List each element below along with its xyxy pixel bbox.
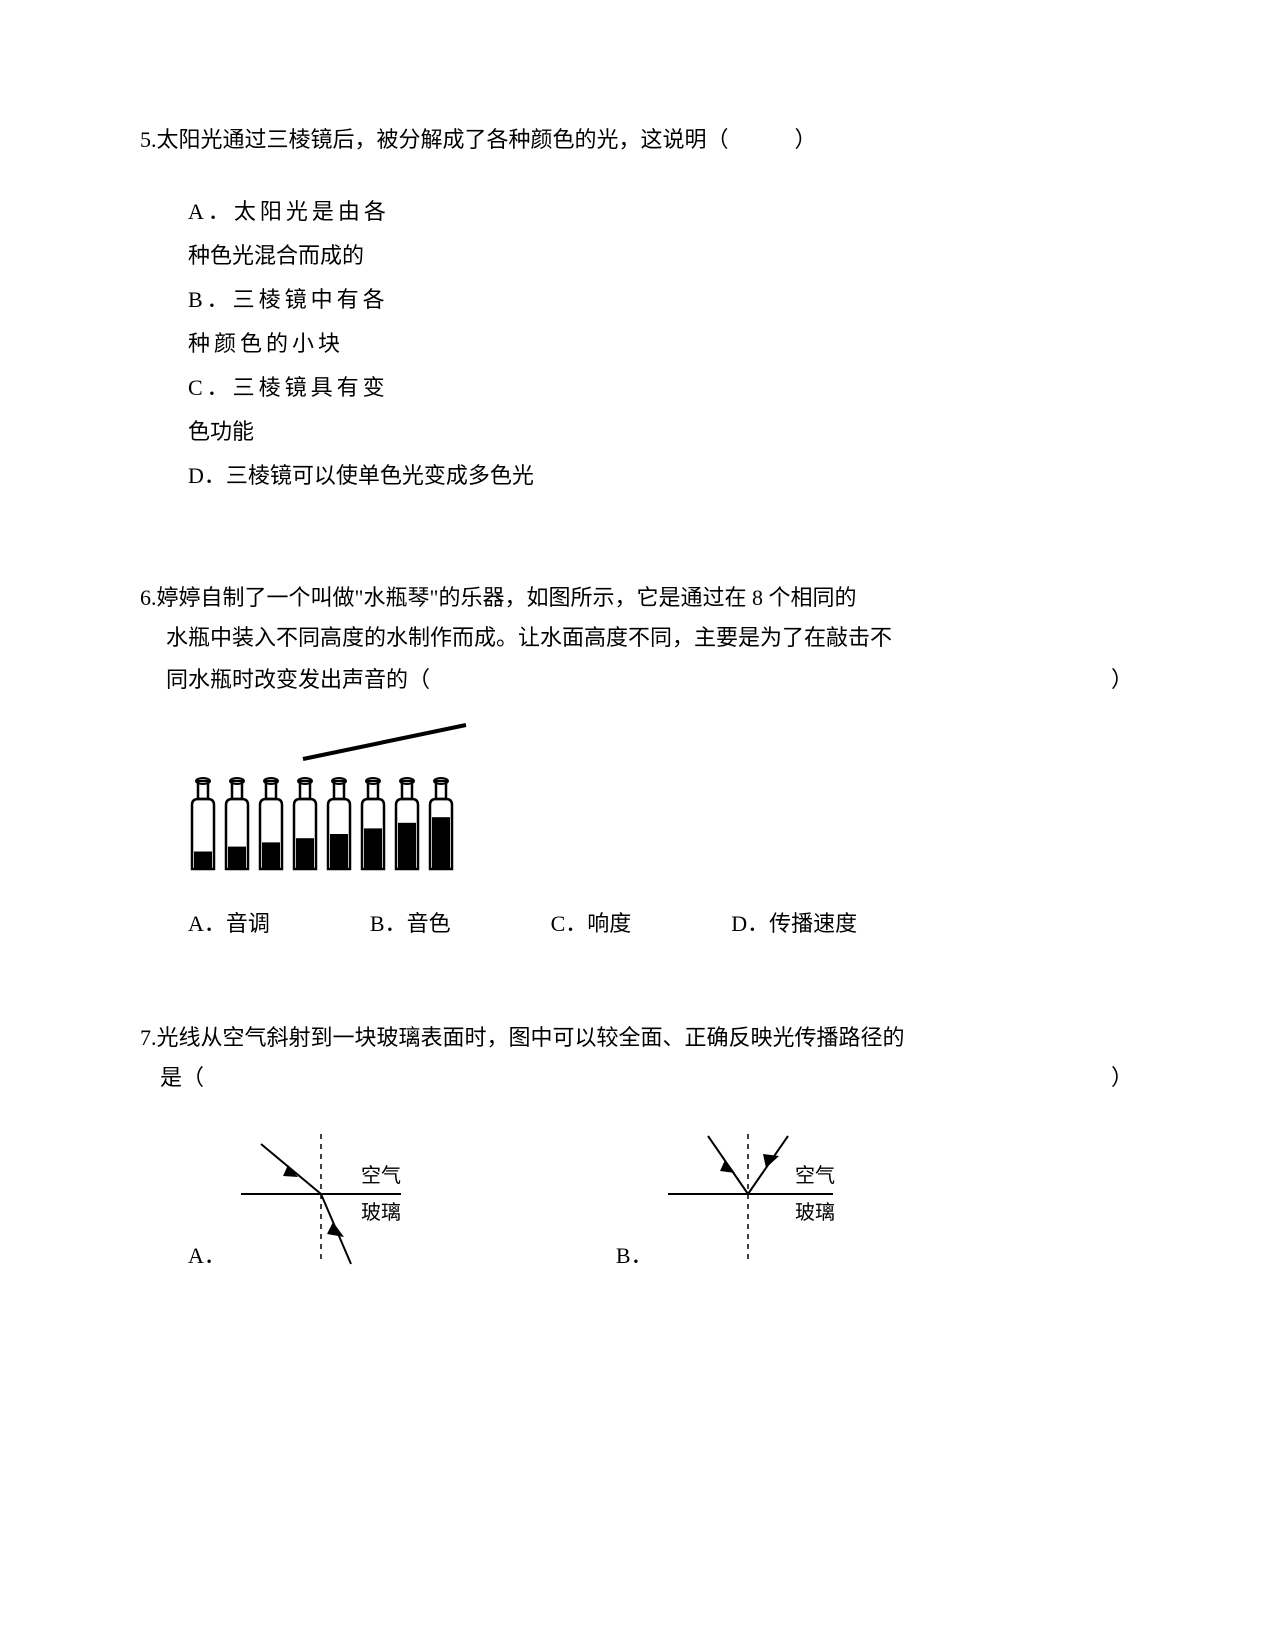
q7-stem: 7.光线从空气斜射到一块玻璃表面时，图中可以较全面、正确反映光传播路径的 [140, 1018, 1133, 1058]
question-5: 5.太阳光通过三棱镜后，被分解成了各种颜色的光，这说明（ ） A．太阳光是由各 … [140, 120, 1133, 498]
refracted-arrow-icon [327, 1222, 344, 1237]
q6-stem-line3: 同水瓶时改变发出声音的（ ） [166, 659, 1133, 701]
question-6: 6.婷婷自制了一个叫做"水瓶琴"的乐器，如图所示，它是通过在 8 个相同的 水瓶… [140, 578, 1133, 938]
incident-arrow-icon [720, 1160, 735, 1173]
q6-stem-line3a: 同水瓶时改变发出声音的（ [166, 659, 430, 701]
bottle-water [330, 834, 348, 869]
q6-opt-a: A．音调 [188, 906, 270, 938]
q7-stem-line2: 是（ ） [160, 1057, 1133, 1099]
bottle-water [364, 828, 382, 869]
incident-arrow-icon [283, 1165, 298, 1177]
q7-fig-b: 空气 玻璃 [663, 1124, 873, 1274]
page: 5.太阳光通过三棱镜后，被分解成了各种颜色的光，这说明（ ） A．太阳光是由各 … [0, 0, 1273, 1414]
bottle-water [432, 817, 450, 869]
q6-opt-d: D．传播速度 [731, 906, 857, 938]
q7-fig-a-label: A． [188, 1238, 226, 1274]
q6-opt-b: B．音色 [370, 906, 451, 938]
q7-stem-line2b: ） [1111, 1057, 1133, 1099]
q6-stem-line1: 婷婷自制了一个叫做"水瓶琴"的乐器，如图所示，它是通过在 8 个相同的 [157, 585, 857, 610]
q6-figure [188, 721, 1133, 876]
q7-figures: A． [188, 1124, 1133, 1274]
q5-options: A．太阳光是由各 种色光混合而成的 B．三棱镜中有各 种颜色的小块 C．三棱镜具… [188, 190, 1133, 498]
q7-stem-line1: 光线从空气斜射到一块玻璃表面时，图中可以较全面、正确反映光传播路径的 [157, 1025, 905, 1050]
glass-label: 玻璃 [361, 1201, 401, 1224]
q5-opt-a-line2: 种色光混合而成的 [188, 234, 428, 278]
water-bottle-diagram [188, 721, 468, 871]
q7-number: 7. [140, 1025, 157, 1050]
q5-stem-text: 太阳光通过三棱镜后，被分解成了各种颜色的光，这说明（ ） [157, 127, 817, 152]
q5-opt-b-line2: 种颜色的小块 [188, 322, 428, 366]
q5-opt-a-line1: A．太阳光是由各 [188, 190, 428, 234]
q7-fig-a-wrap: A． [188, 1124, 436, 1274]
q5-stem: 5.太阳光通过三棱镜后，被分解成了各种颜色的光，这说明（ ） [140, 120, 1133, 160]
q6-opt-c: C．响度 [551, 906, 632, 938]
bottle-water [194, 851, 212, 869]
bottle-water [296, 838, 314, 869]
q7-fig-a: 空气 玻璃 [236, 1124, 436, 1274]
q6-stem-line2: 水瓶中装入不同高度的水制作而成。让水面高度不同，主要是为了在敲击不 [166, 617, 1133, 659]
q5-opt-c-line1: C．三棱镜具有变 [188, 366, 428, 410]
reflected-arrow-icon [763, 1154, 779, 1168]
q5-opt-d: D．三棱镜可以使单色光变成多色光 [188, 454, 1133, 498]
bottle-water [262, 842, 280, 869]
bottle-water [398, 823, 416, 869]
q6-options: A．音调 B．音色 C．响度 D．传播速度 [188, 906, 1133, 938]
glass-label: 玻璃 [795, 1201, 835, 1224]
q7-fig-b-wrap: B． 空气 玻璃 [616, 1124, 873, 1274]
stick-icon [303, 725, 466, 759]
q6-stem-line3b: ） [1111, 659, 1133, 701]
q6-number: 6. [140, 585, 157, 610]
q6-stem: 6.婷婷自制了一个叫做"水瓶琴"的乐器，如图所示，它是通过在 8 个相同的 [140, 578, 1133, 618]
air-label: 空气 [361, 1164, 401, 1187]
q5-number: 5. [140, 127, 157, 152]
question-7: 7.光线从空气斜射到一块玻璃表面时，图中可以较全面、正确反映光传播路径的 是（ … [140, 1018, 1133, 1274]
bottles-group [192, 778, 452, 869]
air-label: 空气 [795, 1164, 835, 1187]
q5-opt-b-line1: B．三棱镜中有各 [188, 278, 428, 322]
q7-fig-b-label: B． [616, 1238, 653, 1274]
q7-stem-line2a: 是（ [160, 1057, 204, 1099]
q5-opt-c-line2: 色功能 [188, 410, 428, 454]
bottle-water [228, 846, 246, 868]
